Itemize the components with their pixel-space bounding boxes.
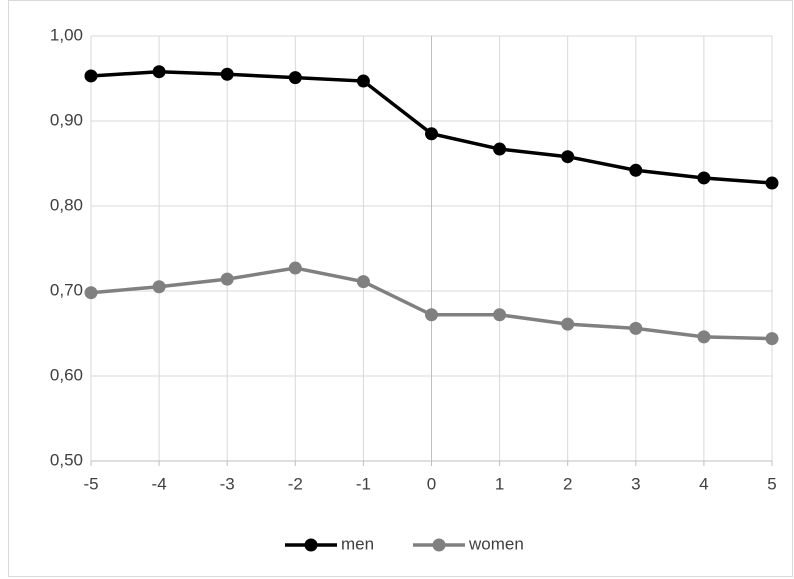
data-point: [425, 127, 438, 141]
x-tick-label: -4: [152, 474, 167, 493]
data-point: [561, 150, 575, 164]
data-point: [220, 272, 234, 286]
data-point: [84, 69, 98, 83]
data-point: [288, 71, 302, 85]
x-tick-label: 0: [427, 474, 436, 493]
data-point: [561, 317, 575, 331]
data-point: [629, 321, 643, 335]
x-tick-label: -5: [83, 474, 98, 493]
data-point: [765, 332, 779, 346]
data-point: [356, 275, 370, 289]
data-point: [697, 171, 711, 185]
data-point: [356, 74, 370, 88]
data-point: [765, 176, 779, 190]
y-tick-label: 0,70: [50, 280, 83, 299]
x-tick-label: 4: [699, 474, 708, 493]
y-tick-label: 1,00: [50, 25, 83, 44]
x-tick-label: 5: [767, 474, 776, 493]
data-point: [84, 286, 98, 300]
x-tick-label: -2: [288, 474, 303, 493]
legend-label: men: [341, 534, 374, 553]
x-tick-label: 2: [563, 474, 572, 493]
y-tick-label: 0,80: [50, 195, 83, 214]
x-tick-label: -3: [220, 474, 235, 493]
y-tick-label: 0,50: [50, 450, 83, 469]
y-tick-label: 0,60: [50, 365, 83, 384]
x-tick-label: 1: [495, 474, 504, 493]
data-point: [425, 308, 438, 322]
data-point: [697, 330, 711, 344]
data-point: [220, 67, 234, 81]
y-tick-label: 0,90: [50, 110, 83, 129]
data-point: [493, 142, 507, 156]
x-tick-label: -1: [356, 474, 371, 493]
data-point: [629, 163, 643, 177]
legend-marker: [304, 538, 318, 552]
data-point: [152, 65, 166, 79]
x-tick-label: 3: [631, 474, 640, 493]
legend-marker: [432, 538, 446, 552]
data-point: [288, 261, 302, 275]
legend-label: women: [468, 534, 524, 553]
data-point: [152, 280, 166, 294]
data-point: [493, 308, 507, 322]
